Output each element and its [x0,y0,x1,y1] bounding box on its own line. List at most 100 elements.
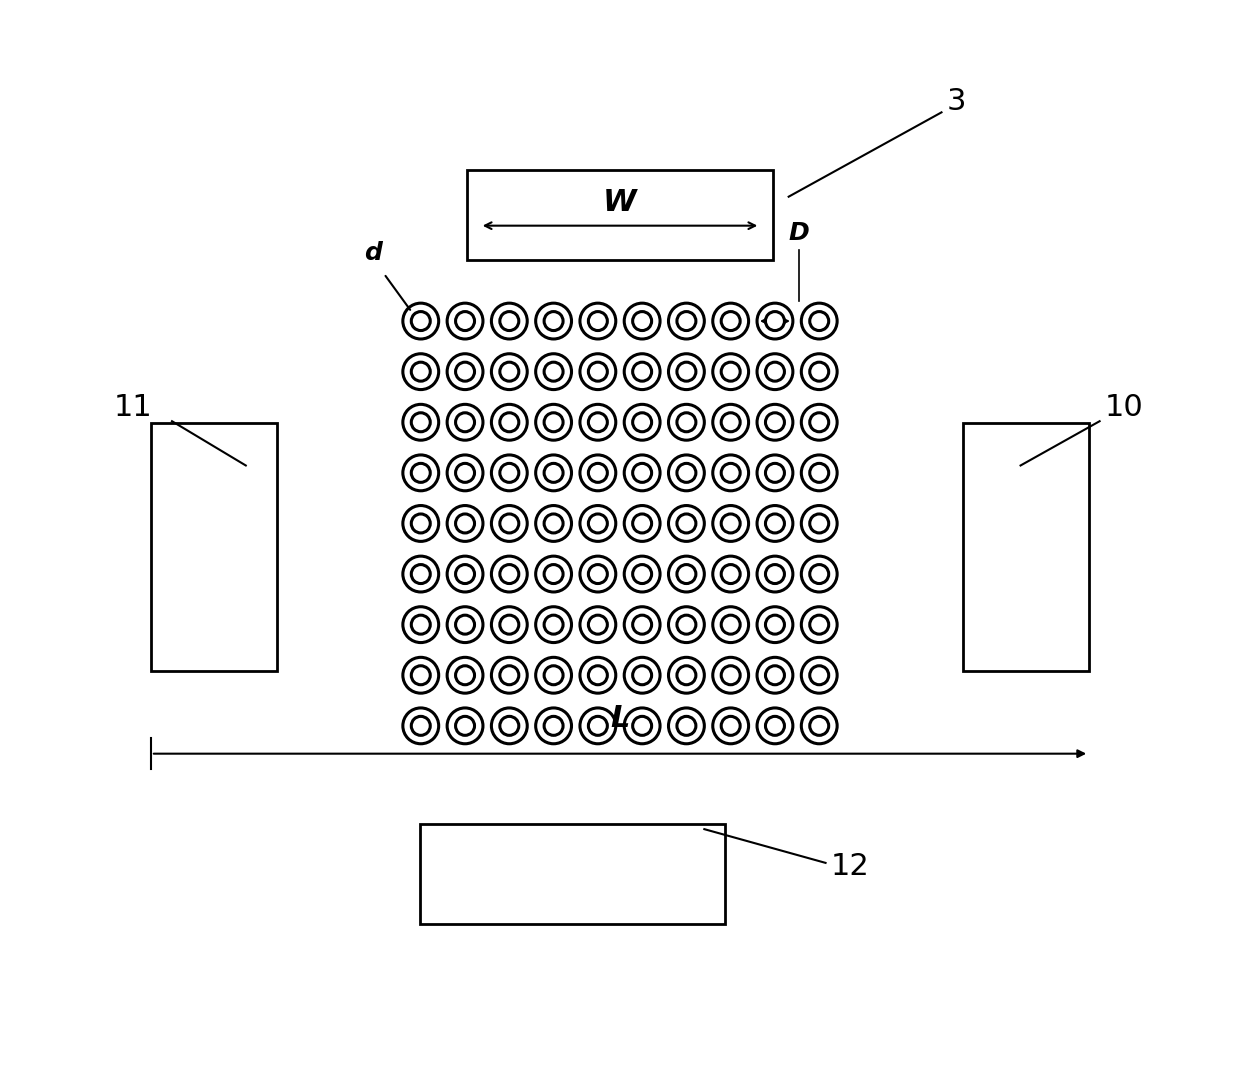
Circle shape [765,362,785,381]
Circle shape [491,708,527,743]
Circle shape [500,464,518,483]
Circle shape [632,312,652,331]
Circle shape [455,362,475,381]
Circle shape [448,607,482,643]
Text: L: L [610,704,630,733]
Circle shape [544,615,563,634]
Circle shape [448,354,482,390]
Circle shape [668,455,704,491]
Text: 3: 3 [947,88,966,116]
Circle shape [722,464,740,483]
Circle shape [765,464,785,483]
Circle shape [632,565,652,583]
Circle shape [668,607,704,643]
Circle shape [668,405,704,440]
Circle shape [448,708,482,743]
Circle shape [677,717,696,736]
Circle shape [765,565,785,583]
Circle shape [544,565,563,583]
Circle shape [412,312,430,331]
Circle shape [801,505,837,541]
Circle shape [722,717,740,736]
Circle shape [491,303,527,339]
Circle shape [455,565,475,583]
Circle shape [403,405,439,440]
Text: W: W [603,188,637,217]
Bar [419,823,725,924]
Circle shape [801,556,837,592]
Circle shape [536,303,572,339]
Circle shape [580,354,616,390]
Circle shape [544,362,563,381]
Circle shape [632,514,652,533]
Circle shape [677,665,696,685]
Circle shape [632,615,652,634]
Circle shape [412,665,430,685]
Bar [467,170,773,260]
Circle shape [668,505,704,541]
Circle shape [632,464,652,483]
Circle shape [580,657,616,693]
Circle shape [810,412,828,431]
Circle shape [632,362,652,381]
Circle shape [455,717,475,736]
Text: 11: 11 [114,393,153,422]
Circle shape [801,708,837,743]
Circle shape [624,354,660,390]
Circle shape [403,556,439,592]
Circle shape [624,657,660,693]
Circle shape [810,615,828,634]
Circle shape [810,362,828,381]
Circle shape [403,354,439,390]
Circle shape [765,615,785,634]
Circle shape [722,412,740,431]
Circle shape [412,362,430,381]
Circle shape [403,303,439,339]
Circle shape [448,657,482,693]
Circle shape [722,665,740,685]
Circle shape [758,708,792,743]
Circle shape [801,607,837,643]
Circle shape [668,354,704,390]
Circle shape [722,615,740,634]
Circle shape [801,657,837,693]
Circle shape [588,412,608,431]
Circle shape [412,565,430,583]
Circle shape [491,455,527,491]
Circle shape [491,657,527,693]
Circle shape [448,405,482,440]
Circle shape [624,607,660,643]
Circle shape [588,312,608,331]
Circle shape [801,455,837,491]
Circle shape [500,514,518,533]
Circle shape [580,505,616,541]
Circle shape [580,405,616,440]
Circle shape [455,312,475,331]
Circle shape [801,405,837,440]
Circle shape [412,412,430,431]
Circle shape [810,717,828,736]
Circle shape [588,362,608,381]
Circle shape [677,412,696,431]
Circle shape [758,607,792,643]
Circle shape [810,565,828,583]
Bar [151,423,278,671]
Circle shape [491,556,527,592]
Circle shape [668,708,704,743]
Circle shape [491,607,527,643]
Circle shape [677,565,696,583]
Circle shape [713,455,749,491]
Circle shape [412,464,430,483]
Circle shape [677,514,696,533]
Circle shape [580,303,616,339]
Circle shape [677,312,696,331]
Circle shape [758,455,792,491]
Circle shape [455,464,475,483]
Circle shape [722,565,740,583]
Circle shape [632,665,652,685]
Circle shape [544,665,563,685]
Circle shape [448,556,482,592]
Circle shape [403,505,439,541]
Circle shape [491,354,527,390]
Circle shape [801,354,837,390]
